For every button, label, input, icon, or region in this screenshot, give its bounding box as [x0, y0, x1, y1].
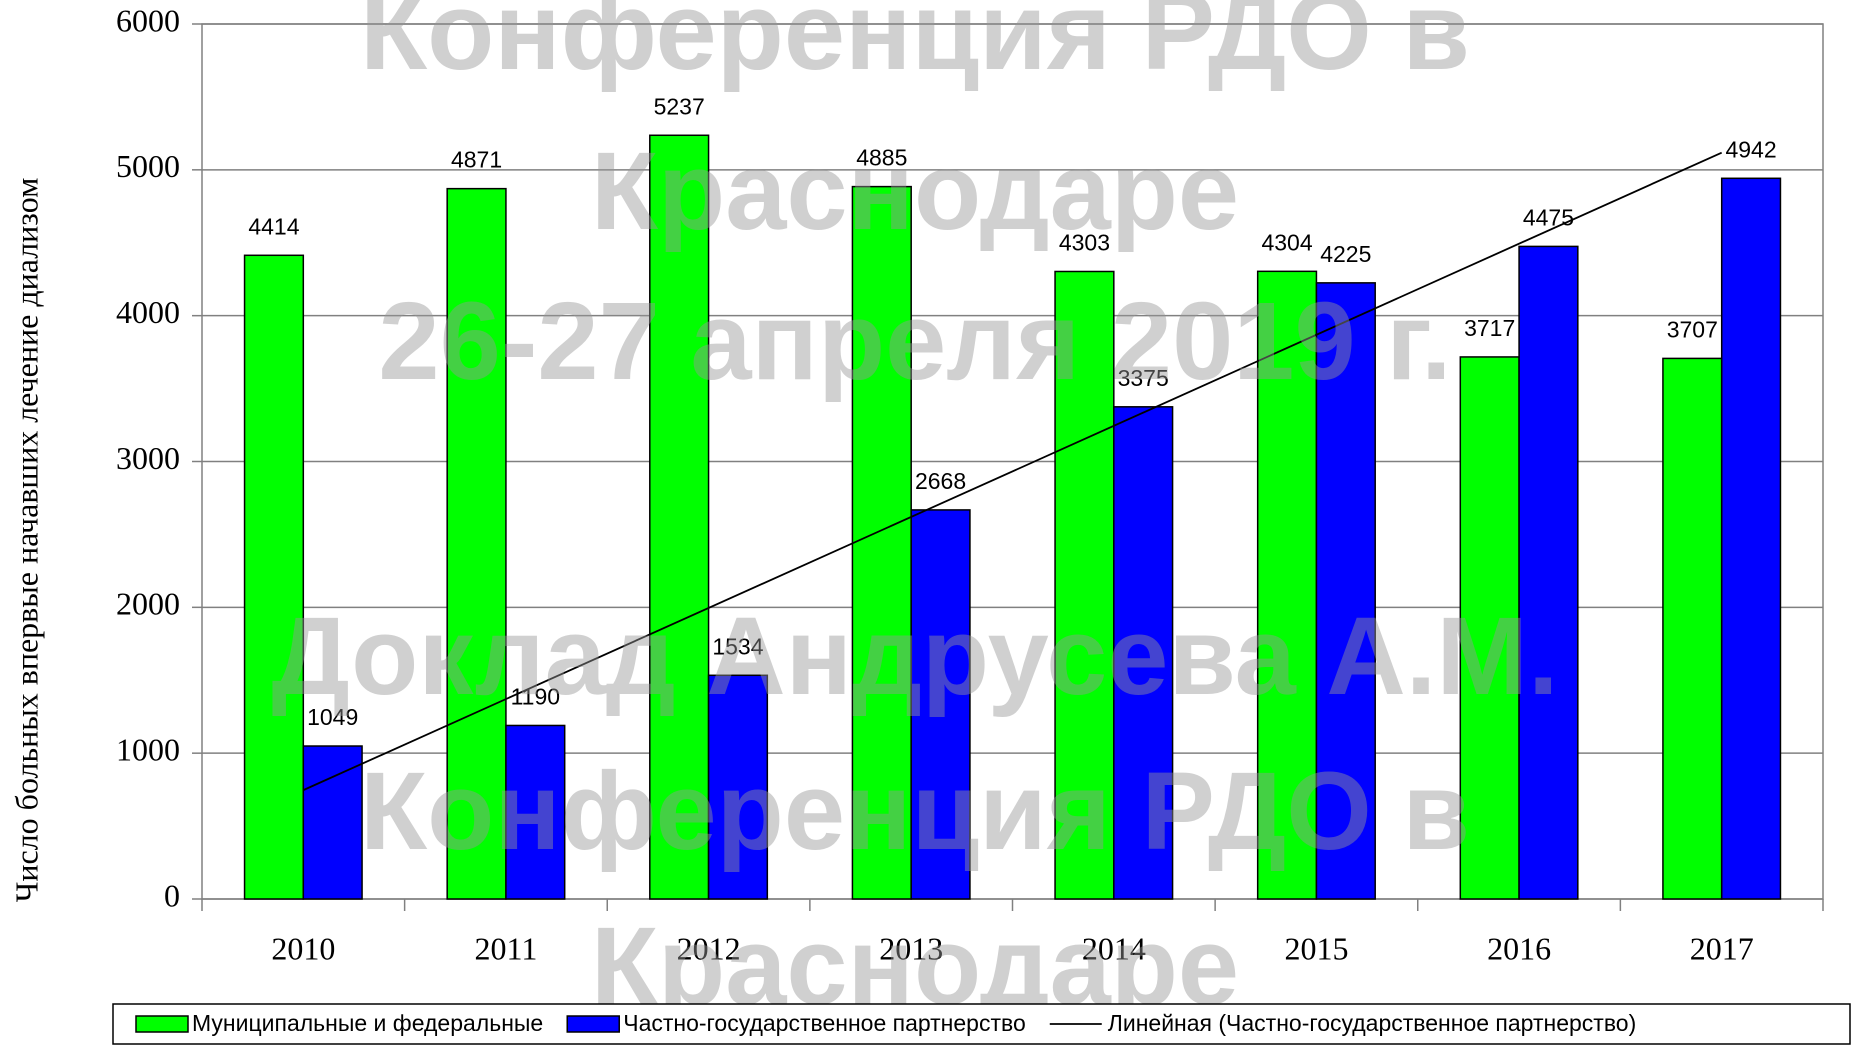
y-tick-label: 3000 [116, 440, 180, 476]
legend-box [112, 1003, 1851, 1045]
data-label: 1049 [307, 704, 358, 730]
bar [1054, 270, 1115, 900]
watermark: Краснодаре [591, 130, 1239, 253]
watermark: Конференция РДО в [360, 0, 1470, 93]
bar [707, 674, 769, 900]
y-axis-label: Число больных впервые начавших лечение д… [8, 178, 44, 903]
y-tick-label: 2000 [116, 586, 180, 622]
watermark: 26-27 апреля 2019 г. [378, 280, 1451, 403]
data-label: 1534 [712, 633, 763, 659]
legend-swatch [135, 1015, 189, 1033]
x-tick-label: 2014 [1082, 930, 1146, 966]
data-label: 4475 [1523, 204, 1574, 230]
data-label: 4942 [1725, 136, 1776, 162]
legend-label: Линейная (Частно-государственное партнер… [1108, 1010, 1636, 1036]
legend: Муниципальные и федеральные Частно-госуда… [112, 1003, 1851, 1045]
bar [910, 509, 971, 900]
data-label: 2668 [915, 468, 966, 494]
bar [1720, 177, 1782, 900]
data-label: 3707 [1667, 316, 1718, 342]
data-label: 3375 [1118, 365, 1169, 391]
x-tick-label: 2017 [1690, 930, 1754, 966]
x-tick-label: 2011 [475, 930, 538, 966]
legend-label: Частно-государственное партнерство [623, 1010, 1026, 1036]
bar [649, 134, 710, 900]
bar [1518, 245, 1579, 900]
bar [1662, 357, 1723, 900]
data-label: 4225 [1320, 241, 1371, 267]
bar [1113, 406, 1174, 900]
data-label: 5237 [654, 93, 705, 119]
trendline [302, 151, 1723, 791]
data-label: 4304 [1261, 229, 1312, 255]
y-tick-label: 6000 [116, 2, 180, 38]
x-tick-label: 2013 [879, 930, 943, 966]
y-tick-label: 1000 [116, 732, 180, 768]
bar [302, 745, 363, 900]
bar [1459, 356, 1520, 900]
legend-label: Муниципальные и федеральные [192, 1010, 543, 1036]
data-label: 4303 [1059, 230, 1110, 256]
bar [243, 254, 305, 900]
data-label: 4414 [248, 213, 299, 239]
watermark: Доклад Андрусева А.М. [271, 595, 1558, 718]
bar [851, 185, 912, 900]
y-tick-label: 4000 [116, 294, 180, 330]
x-tick-label: 2012 [677, 930, 741, 966]
legend-swatch [566, 1015, 620, 1033]
bar [505, 724, 566, 900]
x-tick-label: 2015 [1284, 930, 1348, 966]
y-tick-label: 0 [164, 877, 180, 913]
x-tick-label: 2010 [271, 930, 335, 966]
data-label: 3717 [1464, 315, 1515, 341]
data-label: 4871 [451, 147, 502, 173]
bar [1315, 282, 1376, 900]
bar [446, 187, 507, 900]
x-tick-label: 2016 [1487, 930, 1551, 966]
data-label: 1190 [511, 684, 560, 710]
watermark: Конференция РДО в [360, 750, 1470, 873]
data-label: 4885 [856, 145, 907, 171]
y-tick-label: 5000 [116, 148, 180, 184]
